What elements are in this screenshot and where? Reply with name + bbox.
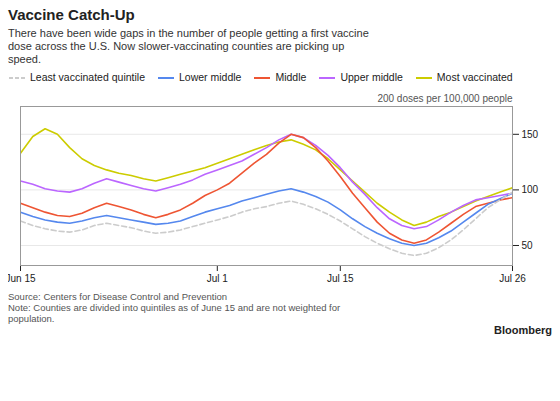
html-text:Middle: Middle <box>275 71 307 83</box>
svg-text:Jul 1: Jul 1 <box>207 273 229 284</box>
svg-text:50: 50 <box>522 240 534 251</box>
svg-text:150: 150 <box>522 128 539 139</box>
html-text:Most vaccinated: Most vaccinated <box>436 71 513 83</box>
html-text:There have been wide gaps in t: There have been wide gaps in the number … <box>8 27 369 65</box>
html-text:Least vaccinated quintile: Least vaccinated quintile <box>30 71 145 83</box>
html-text:Bloomberg: Bloomberg <box>493 324 552 336</box>
svg-text:Jun 15: Jun 15 <box>8 273 36 284</box>
html-text:Vaccine Catch-Up: Vaccine Catch-Up <box>8 6 135 23</box>
svg-text:100: 100 <box>522 184 539 195</box>
html-text:Source: Centers for Disease Co: Source: Centers for Disease Control and … <box>8 291 228 302</box>
svg-text:200 doses per 100,000 people: 200 doses per 100,000 people <box>377 93 513 104</box>
svg-text:Jul 26: Jul 26 <box>499 273 526 284</box>
html-text:Note: Counties are divided int: Note: Counties are divided into quintile… <box>8 302 341 324</box>
html-text:Lower middle: Lower middle <box>179 71 242 83</box>
html-text:Upper middle: Upper middle <box>340 71 403 83</box>
svg-text:Jul 15: Jul 15 <box>327 273 354 284</box>
